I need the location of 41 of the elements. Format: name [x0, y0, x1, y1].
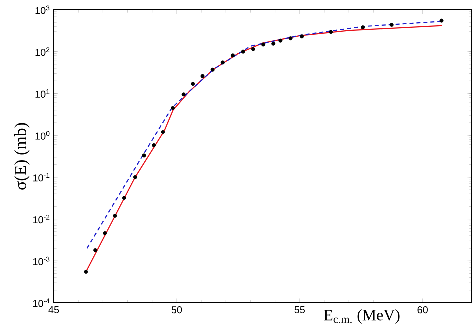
- point: [152, 143, 156, 148]
- point: [171, 106, 176, 110]
- point: [278, 38, 283, 43]
- x-tick-label: 50: [172, 306, 182, 314]
- y-tick-label: 10$^{1}$: [36, 89, 50, 98]
- y-tick-label: 10$^{-3}$: [33, 256, 50, 266]
- point: [361, 26, 366, 30]
- y-tick-label: 10$^{-1}$: [33, 173, 50, 182]
- x-tick-label: 45: [48, 306, 60, 314]
- point: [142, 154, 146, 158]
- point: [262, 42, 266, 47]
- x-tick-label: 55: [294, 306, 306, 314]
- point: [182, 92, 186, 97]
- point: [94, 248, 98, 252]
- point: [440, 18, 444, 23]
- x-axis-title: E$_{c.m.}$ (MeV): [324, 310, 400, 324]
- y-tick-label: 10$^{0}$: [36, 131, 50, 140]
- y-tick-label: 10$^{3}$: [36, 6, 50, 14]
- point: [84, 270, 88, 274]
- point: [113, 214, 118, 218]
- point: [103, 231, 108, 236]
- point: [251, 47, 256, 52]
- point: [200, 74, 205, 78]
- y-tick-label: 10$^{-4}$: [33, 298, 50, 308]
- point: [210, 68, 215, 72]
- x-tick-label: 60: [418, 306, 428, 314]
- point: [220, 60, 225, 65]
- point: [390, 23, 394, 28]
- point: [241, 50, 246, 54]
- point: [231, 54, 235, 58]
- point: [272, 42, 276, 46]
- point: [191, 82, 196, 86]
- y-axis-title: σ(E) (mb): [14, 123, 30, 190]
- point: [288, 36, 293, 41]
- point: [329, 30, 334, 34]
- point: [300, 34, 304, 39]
- point: [133, 175, 138, 180]
- point: [122, 196, 126, 200]
- y-tick-label: 10$^{2}$: [36, 48, 50, 56]
- point: [161, 130, 166, 134]
- y-tick-label: 10$^{-2}$: [33, 215, 50, 224]
